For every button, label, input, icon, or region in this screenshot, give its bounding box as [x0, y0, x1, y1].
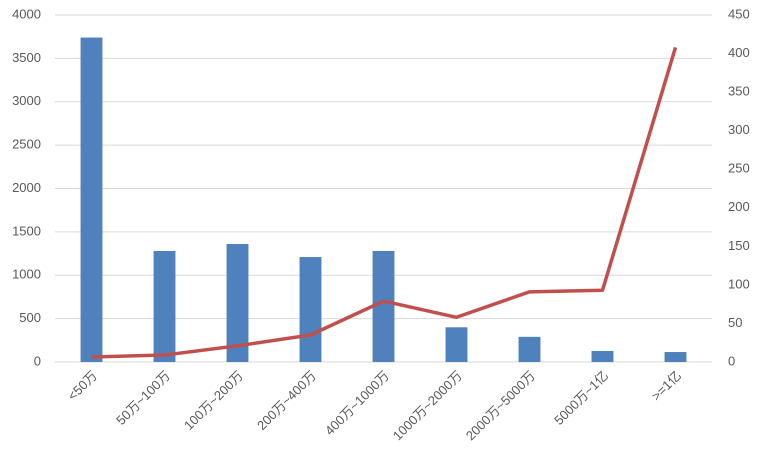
y2-tick-label: 250	[728, 161, 750, 176]
y-tick-label: 4000	[12, 6, 41, 21]
x-tick-label: 400万~1000万	[322, 368, 392, 438]
y-tick-label: 0	[34, 353, 41, 368]
y2-tick-label: 350	[728, 84, 750, 99]
x-tick-label: 1000万~2000万	[390, 368, 465, 443]
y-tick-label: 1500	[12, 223, 41, 238]
x-tick-label: 2000万~5000万	[463, 368, 538, 443]
bar	[153, 250, 176, 362]
y-tick-label: 2000	[12, 180, 41, 195]
y2-tick-label: 150	[728, 238, 750, 253]
bar	[591, 350, 614, 362]
y2-tick-label: 100	[728, 276, 750, 291]
y2-tick-label: 300	[728, 122, 750, 137]
bar	[445, 327, 468, 362]
y-tick-label: 3500	[12, 50, 41, 65]
y2-tick-label: 400	[728, 45, 750, 60]
y-tick-label: 500	[19, 310, 41, 325]
x-tick-label: 200万~400万	[254, 368, 319, 433]
y-tick-label: 3000	[12, 93, 41, 108]
x-tick-label: >=1亿	[648, 368, 684, 404]
x-tick-label: <50万	[65, 368, 100, 403]
bar	[518, 336, 541, 362]
bar	[664, 352, 687, 362]
y-tick-label: 1000	[12, 267, 41, 282]
x-tick-label: 5000万~1亿	[551, 368, 611, 428]
x-tick-label: 50万~100万	[113, 368, 173, 428]
bar	[80, 37, 103, 363]
x-tick-label: 100万~200万	[181, 368, 246, 433]
line	[91, 46, 678, 359]
bar	[372, 250, 395, 362]
y2-tick-label: 200	[728, 199, 750, 214]
y-tick-label: 2500	[12, 137, 41, 152]
bar	[299, 257, 322, 362]
y2-tick-label: 50	[728, 315, 742, 330]
y2-tick-label: 450	[728, 6, 750, 21]
bar	[226, 244, 249, 362]
y2-tick-label: 0	[728, 353, 735, 368]
